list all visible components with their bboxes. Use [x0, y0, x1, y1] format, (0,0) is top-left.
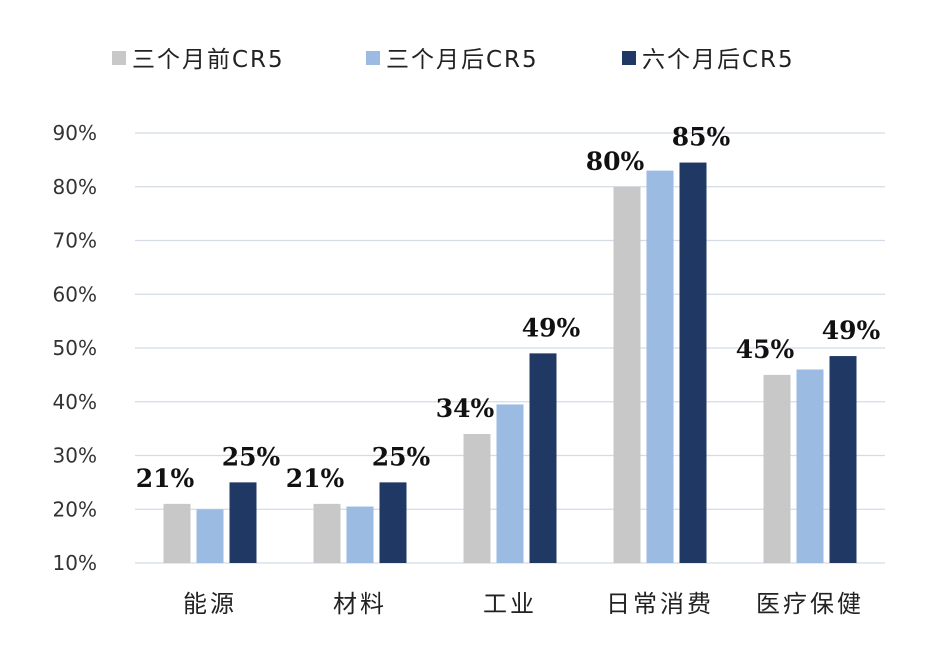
data-label: 34% — [436, 394, 495, 423]
bar — [229, 482, 257, 563]
bar — [196, 509, 224, 563]
bar — [463, 434, 491, 563]
data-label: 25% — [222, 442, 281, 471]
x-tick-label: 工业 — [483, 590, 537, 618]
y-tick-label: 40% — [53, 390, 97, 414]
legend-swatch — [622, 51, 636, 65]
bar — [163, 503, 191, 563]
data-label: 80% — [586, 147, 645, 176]
bar — [613, 186, 641, 563]
x-tick-label: 能源 — [183, 590, 237, 618]
legend: 三个月前CR5 三个月后CR5 六个月后CR5 — [112, 47, 795, 73]
bar — [346, 506, 374, 563]
legend-swatch — [366, 51, 380, 65]
bar — [796, 369, 824, 563]
bar — [679, 162, 707, 563]
x-tick-label: 材料 — [333, 590, 387, 618]
legend-label: 六个月后CR5 — [642, 47, 795, 73]
data-label: 21% — [286, 464, 345, 493]
data-labels: 21%25%21%25%34%49%80%85%45%49% — [136, 123, 881, 493]
data-label: 25% — [372, 442, 431, 471]
gridlines — [135, 132, 885, 564]
y-tick-label: 20% — [53, 497, 97, 521]
x-tick-label: 日常消费 — [606, 590, 714, 618]
y-tick-label: 80% — [53, 175, 97, 199]
legend-swatch — [112, 51, 126, 65]
bar — [379, 482, 407, 563]
data-label: 21% — [136, 464, 195, 493]
bar — [496, 404, 524, 563]
data-label: 49% — [522, 313, 581, 342]
bar — [529, 353, 557, 563]
bar — [763, 374, 791, 563]
legend-entry: 六个月后CR5 — [622, 47, 795, 73]
bar — [313, 503, 341, 563]
legend-label: 三个月前CR5 — [132, 47, 285, 73]
legend-entry: 三个月前CR5 — [112, 47, 285, 73]
bar — [829, 356, 857, 563]
legend-entry: 三个月后CR5 — [366, 47, 539, 73]
data-label: 85% — [672, 123, 731, 152]
bar — [646, 170, 674, 563]
data-label: 49% — [822, 316, 881, 345]
y-tick-label: 90% — [53, 121, 97, 145]
y-axis: 10% 20% 30% 40% 50% 60% 70% 80% 90% — [53, 121, 97, 575]
y-tick-label: 10% — [53, 551, 97, 575]
legend-label: 三个月后CR5 — [386, 47, 539, 73]
y-tick-label: 50% — [53, 336, 97, 360]
x-tick-label: 医疗保健 — [756, 590, 864, 618]
y-tick-label: 60% — [53, 282, 97, 306]
bars — [163, 162, 857, 563]
data-label: 45% — [736, 335, 795, 364]
x-axis: 能源 材料 工业 日常消费 医疗保健 — [183, 590, 864, 618]
y-tick-label: 30% — [53, 444, 97, 468]
y-tick-label: 70% — [53, 229, 97, 253]
